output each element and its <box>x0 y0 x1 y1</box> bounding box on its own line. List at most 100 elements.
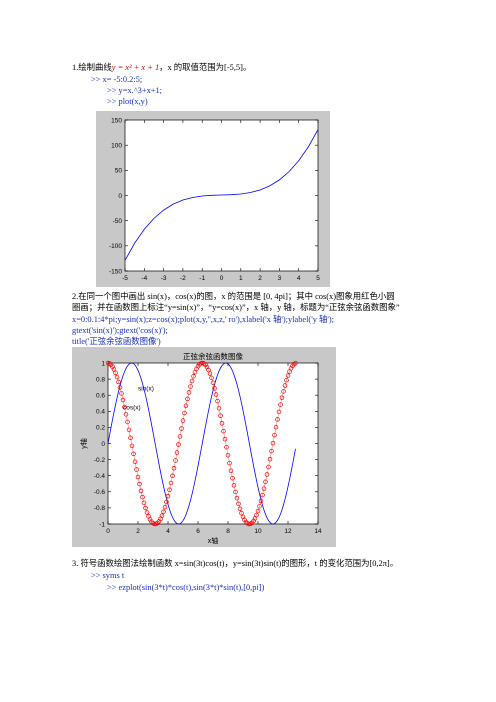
cos-marker <box>180 418 186 423</box>
y-tick-label: 0.8 <box>96 376 105 383</box>
section2-code-line-2: gtext('sin(x)');gtext('cos(x)'); <box>72 326 168 335</box>
cos-marker <box>231 483 237 488</box>
cos-marker <box>138 488 144 494</box>
cos-marker <box>284 377 289 383</box>
y-tick-label: -50 <box>113 218 123 225</box>
cos-marker <box>270 440 276 446</box>
cos-marker <box>278 402 283 407</box>
series-line-sin(x) <box>107 362 296 525</box>
cos-marker <box>209 375 214 381</box>
annotation-cos: cos(x) <box>123 405 141 412</box>
cos-marker <box>165 493 171 499</box>
cos-marker <box>131 451 136 457</box>
cos-marker <box>269 448 274 454</box>
cos-marker <box>171 465 177 471</box>
cos-marker <box>167 487 172 493</box>
x-tick-label: 0 <box>106 528 110 535</box>
cos-marker <box>228 468 234 474</box>
y-tick-label: -0.8 <box>94 505 106 512</box>
cos-marker <box>210 380 216 386</box>
cos-marker <box>213 392 219 397</box>
cos-marker <box>135 474 141 480</box>
cos-marker <box>264 472 270 477</box>
cos-marker <box>272 432 277 438</box>
sin-cos-chart-svg: 正弦余弦函数图像 x轴 y轴 0 2 4 6 8 10 12 14 1 0.8 0.6 0.4 0.2 0 -0.… <box>72 347 336 547</box>
cos-marker <box>143 505 148 511</box>
cos-marker <box>123 412 129 417</box>
y-tick-label: -100 <box>109 243 122 250</box>
cos-marker <box>206 367 211 373</box>
y-tick-label: -150 <box>109 268 122 275</box>
cos-marker <box>267 456 273 462</box>
y-tick-label: 0 <box>101 441 105 448</box>
y-tick-label: -0.4 <box>94 473 106 480</box>
section2-code-line-1: x=0:0.1:4*pi;y=sin(x);z=cos(x);plot(x,y,… <box>72 315 335 324</box>
x-tick-label: -5 <box>122 275 128 282</box>
cos-marker <box>236 501 241 507</box>
cos-marker <box>173 458 178 463</box>
section1-formula: y = x³ + x + 1 <box>111 63 160 72</box>
cos-marker <box>126 427 132 433</box>
cos-marker <box>176 442 181 447</box>
y-tick-label: 0.6 <box>96 393 105 400</box>
cos-marker <box>147 517 153 522</box>
cos-marker <box>144 510 150 515</box>
x-tick-label: 2 <box>136 528 140 535</box>
x-tick-label: 6 <box>196 528 200 535</box>
cos-marker <box>234 495 240 501</box>
x-tick-label: -3 <box>161 275 167 282</box>
cos-marker <box>266 464 271 470</box>
cos-marker <box>224 444 229 450</box>
cos-marker <box>261 486 267 491</box>
cos-marker <box>141 500 147 506</box>
x-tick-label: -4 <box>141 275 147 282</box>
cos-marker <box>129 443 135 449</box>
cos-marker <box>281 389 286 394</box>
cos-marker <box>273 424 279 430</box>
x-tick-label: 4 <box>166 528 170 535</box>
x-tick-label: 14 <box>314 528 322 535</box>
cos-marker <box>233 489 238 495</box>
sin-cos-chart: 正弦余弦函数图像 x轴 y轴 0 2 4 6 8 10 12 14 1 0.8 0.6 0.4 0.2 0 -0.… <box>72 347 336 547</box>
cos-marker <box>134 467 139 472</box>
y-tick-label: -0.2 <box>94 457 106 464</box>
section2-desc-line-2: 圈画；并在函数图上标注“y=sin(x)”，“y=cos(x)”，x 轴，y 轴… <box>72 303 400 312</box>
cos-marker <box>276 409 282 415</box>
x-tick-label: 0 <box>220 275 224 282</box>
section2-desc-line-1: 2.在同一个图中画出 sin(x)，cos(x)的图，x 的范围是 [0, 4p… <box>72 292 395 301</box>
cos-marker <box>137 481 142 487</box>
x-tick-label: 1 <box>239 275 243 282</box>
y-tick-label: -1 <box>99 521 105 528</box>
x-tick-label: -1 <box>199 275 205 282</box>
cos-marker <box>191 374 196 379</box>
cos-marker <box>188 384 193 389</box>
cos-marker <box>254 512 259 518</box>
section1-title-prefix: 1.绘制曲线 <box>72 63 112 72</box>
cos-marker <box>219 421 225 426</box>
cos-marker <box>243 519 249 525</box>
cubic-chart-svg: -5 -4 -3 -2 -1 0 1 2 3 4 5 150 100 50 0 -50 -100 -150 <box>96 111 330 287</box>
section1-code-line-3: >> plot(x,y) <box>107 97 148 106</box>
y-tick-label: 50 <box>115 168 123 175</box>
cos-marker <box>159 513 165 518</box>
section1-title: 1.绘制曲线y = x³ + x + 1，x 的取值范围为[-5,5]。 <box>72 63 251 73</box>
y-tick-label: 0.2 <box>96 425 105 432</box>
cos-marker <box>230 475 235 481</box>
x-axis-label: x轴 <box>208 536 219 545</box>
cos-marker <box>263 479 268 485</box>
series-line-cubic <box>124 129 319 261</box>
cos-marker <box>174 450 180 455</box>
cos-marker <box>161 509 166 515</box>
cos-marker <box>279 395 285 400</box>
cos-marker <box>212 386 217 391</box>
cos-marker <box>122 404 127 410</box>
cos-marker <box>186 390 192 395</box>
series-line-cos(x) <box>107 362 296 525</box>
y-tick-label: 100 <box>111 142 122 149</box>
y-tick-label: 1 <box>101 360 105 367</box>
plot-area <box>124 119 319 272</box>
cos-marker <box>246 521 252 527</box>
cos-marker <box>215 398 220 404</box>
cos-marker <box>285 373 291 378</box>
cos-marker <box>222 436 228 442</box>
